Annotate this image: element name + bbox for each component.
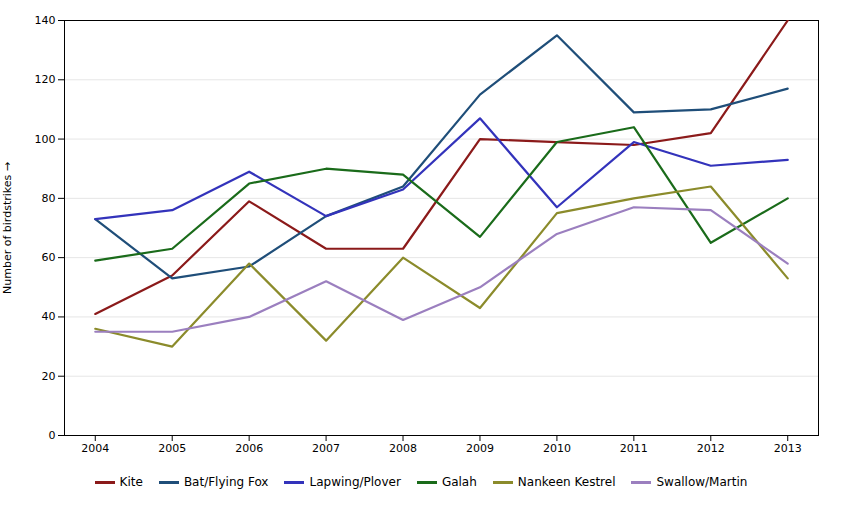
- svg-text:2006: 2006: [235, 442, 263, 455]
- svg-text:2013: 2013: [774, 442, 802, 455]
- svg-text:2004: 2004: [81, 442, 109, 455]
- svg-text:2011: 2011: [620, 442, 648, 455]
- svg-text:100: 100: [35, 133, 56, 146]
- svg-text:40: 40: [42, 310, 56, 323]
- svg-text:2010: 2010: [543, 442, 571, 455]
- svg-text:120: 120: [35, 73, 56, 86]
- html-text:Swallow/Martin: Swallow/Martin: [656, 475, 748, 489]
- svg-text:2007: 2007: [312, 442, 340, 455]
- svg-text:80: 80: [42, 192, 56, 205]
- svg-text:140: 140: [35, 14, 56, 27]
- svg-text:Number of birdstrikes →: Number of birdstrikes →: [1, 162, 14, 294]
- html-text:Lapwing/Plover: Lapwing/Plover: [309, 475, 401, 489]
- svg-text:60: 60: [42, 251, 56, 264]
- svg-text:2005: 2005: [158, 442, 186, 455]
- html-text:Galah: Galah: [441, 475, 477, 489]
- html-text:Kite: Kite: [119, 475, 143, 489]
- svg-text:2008: 2008: [389, 442, 417, 455]
- html-text:Nankeen Kestrel: Nankeen Kestrel: [517, 475, 616, 489]
- svg-text:20: 20: [42, 370, 56, 383]
- html-text:Bat/Flying Fox: Bat/Flying Fox: [183, 475, 269, 489]
- svg-text:2012: 2012: [697, 442, 725, 455]
- svg-text:0: 0: [49, 429, 56, 442]
- svg-text:2009: 2009: [466, 442, 494, 455]
